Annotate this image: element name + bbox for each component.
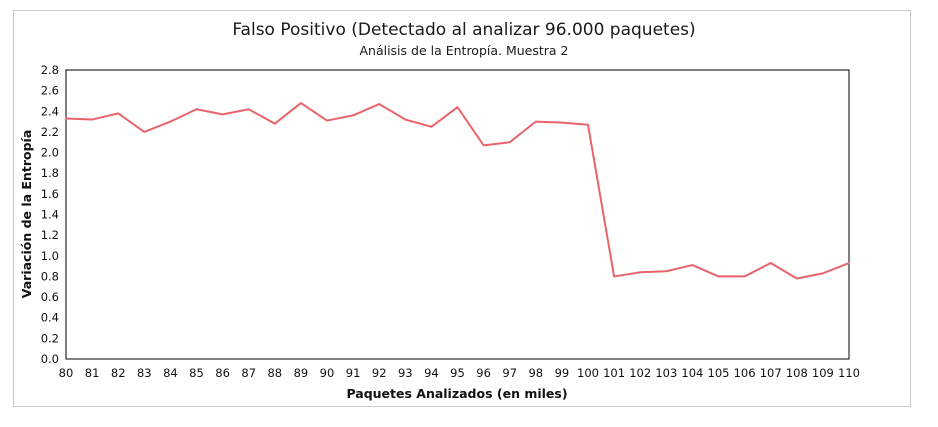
y-tick-label: 1.2: [41, 228, 59, 242]
x-tick-label: 87: [241, 366, 256, 380]
x-axis-ticks: 80 81 82 83 84 85 86 87 88 89 90 91 92 93 94 95 96 97 98 99…: [59, 366, 860, 380]
y-tick-label: 0.8: [41, 269, 59, 283]
data-point: [691, 264, 694, 266]
x-tick-label: 99: [555, 366, 570, 380]
x-tick-label: 82: [111, 366, 126, 380]
y-tick-label: 0.0: [41, 352, 59, 366]
y-tick-label: 0.4: [41, 311, 59, 325]
line-chart: Falso Positivo (Detectado al analizar 96…: [19, 20, 860, 401]
x-tick-label: 90: [320, 366, 335, 380]
y-tick-label: 1.8: [41, 166, 59, 180]
data-point: [561, 121, 563, 124]
data-point: [404, 118, 407, 121]
x-tick-label: 85: [189, 366, 204, 380]
data-point: [796, 277, 798, 280]
data-point: [769, 262, 772, 264]
x-tick-label: 91: [346, 366, 361, 380]
data-point: [326, 119, 328, 122]
x-tick-label: 109: [812, 366, 834, 380]
y-tick-label: 0.6: [41, 290, 59, 304]
data-point: [300, 102, 302, 104]
data-point: [456, 106, 459, 108]
x-tick-label: 86: [215, 366, 230, 380]
x-tick-label: 103: [655, 366, 677, 380]
x-tick-label: 98: [528, 366, 543, 380]
y-axis-label: Variación de la Entropía: [19, 130, 34, 299]
data-point: [274, 122, 276, 125]
x-tick-label: 100: [577, 366, 599, 380]
data-point: [665, 270, 668, 273]
data-point: [143, 131, 146, 133]
x-tick-label: 106: [734, 366, 756, 380]
x-tick-label: 83: [137, 366, 152, 380]
y-tick-label: 2.8: [41, 63, 59, 77]
x-tick-label: 95: [450, 366, 465, 380]
x-tick-label: 102: [629, 366, 651, 380]
x-tick-label: 107: [760, 366, 782, 380]
y-tick-label: 1.0: [41, 249, 59, 263]
data-point: [91, 118, 93, 121]
y-tick-label: 1.4: [41, 208, 59, 222]
y-tick-label: 0.2: [41, 331, 59, 345]
data-point: [587, 123, 589, 126]
data-point: [221, 113, 224, 116]
data-point: [639, 271, 641, 274]
data-point: [508, 141, 511, 144]
x-tick-label: 93: [398, 366, 413, 380]
x-tick-label: 105: [708, 366, 730, 380]
chart-title: Falso Positivo (Detectado al analizar 96…: [232, 20, 695, 40]
y-tick-label: 2.2: [41, 125, 59, 139]
data-point: [482, 144, 485, 147]
data-point: [717, 275, 720, 278]
data-point: [430, 125, 433, 128]
x-tick-label: 84: [163, 366, 178, 380]
data-point: [117, 112, 119, 115]
x-tick-label: 89: [294, 366, 309, 380]
data-point: [743, 275, 746, 278]
series-line: [65, 102, 850, 280]
series-layer: [65, 102, 850, 280]
y-tick-label: 1.6: [41, 187, 59, 201]
x-tick-label: 104: [681, 366, 703, 380]
data-point: [169, 120, 172, 123]
x-tick-label: 96: [476, 366, 491, 380]
x-tick-label: 108: [786, 366, 808, 380]
x-tick-label: 80: [59, 366, 74, 380]
data-point: [822, 272, 824, 275]
x-tick-label: 81: [85, 366, 100, 380]
x-tick-label: 88: [267, 366, 282, 380]
data-point: [613, 275, 615, 278]
data-point: [378, 103, 381, 105]
data-point: [352, 114, 354, 117]
x-tick-label: 101: [603, 366, 625, 380]
x-tick-label: 94: [424, 366, 439, 380]
y-tick-label: 2.0: [41, 146, 59, 160]
chart-frame: Falso Positivo (Detectado al analizar 96…: [13, 10, 911, 407]
data-point: [535, 120, 537, 123]
data-point: [848, 262, 850, 264]
data-point: [247, 108, 250, 111]
x-tick-label: 110: [838, 366, 860, 380]
data-point: [195, 108, 198, 111]
data-point: [65, 117, 67, 120]
plot-area: [65, 69, 850, 360]
y-tick-label: 2.4: [41, 104, 59, 118]
x-axis-label: Paquetes Analizados (en miles): [346, 386, 567, 401]
x-tick-label: 92: [372, 366, 387, 380]
x-tick-label: 97: [502, 366, 517, 380]
chart-subtitle: Análisis de la Entropía. Muestra 2: [359, 43, 568, 58]
y-tick-label: 2.6: [41, 84, 59, 98]
y-axis-ticks: 0.0 0.2 0.4 0.6 0.8 1.0 1.2 1.4 1.6 1.8 2.0 2.2 2.4 2…: [41, 63, 59, 366]
